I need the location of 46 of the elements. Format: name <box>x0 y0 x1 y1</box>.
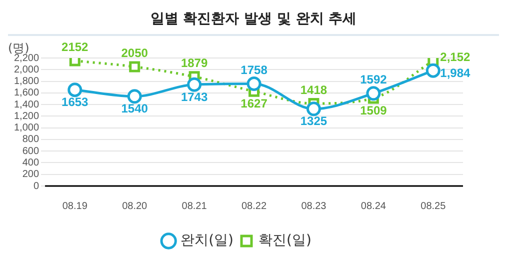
point <box>306 102 321 116</box>
y-tick-label: 800 <box>22 134 40 146</box>
y-tick-label: 1,200 <box>14 110 40 122</box>
y-axis-title: (명) <box>8 40 30 55</box>
x-tick-label: 08.22 <box>241 200 267 212</box>
data-label: 1743 <box>180 90 208 104</box>
point <box>69 58 80 66</box>
data-label: 1,984 <box>440 66 470 80</box>
y-tick-label: 1,400 <box>14 99 40 110</box>
data-label: 2152 <box>62 40 89 54</box>
point <box>426 63 440 78</box>
legend-label: 확진(일) <box>258 232 312 249</box>
point <box>187 77 202 92</box>
data-label: 1540 <box>121 102 148 116</box>
legend-label: 완치(일) <box>180 232 234 249</box>
x-tick-label: 08.24 <box>360 200 386 212</box>
y-tick-label: 1,600 <box>14 88 40 99</box>
point <box>246 76 262 91</box>
data-label: 1627 <box>240 96 268 111</box>
data-label: 1758 <box>240 63 268 78</box>
point <box>366 86 381 101</box>
y-tick-label: 1,800 <box>14 76 40 88</box>
y-tick-label: 200 <box>22 169 40 180</box>
y-tick-label: 600 <box>22 146 40 157</box>
x-tick-label: 08.21 <box>182 200 208 212</box>
data-label: 1592 <box>360 72 388 87</box>
data-label: 1879 <box>180 56 208 70</box>
chart-title: 일별 확진환자 발생 및 완치 추세 <box>8 8 499 36</box>
y-tick-label: 2,200 <box>14 52 40 64</box>
data-label: 2050 <box>121 46 148 60</box>
x-tick-label: 08.19 <box>62 200 88 212</box>
data-label: 1418 <box>300 82 328 97</box>
y-tick-label: 2,000 <box>14 64 40 76</box>
point <box>127 89 142 104</box>
x-tick-label: 08.20 <box>122 200 148 212</box>
y-tick-label: 0 <box>33 180 40 192</box>
point <box>68 82 82 98</box>
data-label: 1509 <box>360 104 388 118</box>
data-label: 1653 <box>62 95 89 110</box>
point <box>129 61 140 72</box>
data-label: 1325 <box>300 114 328 128</box>
x-tick-label: 08.23 <box>301 200 327 212</box>
y-tick-label: 1,000 <box>14 122 40 134</box>
y-tick-label: 400 <box>22 157 40 168</box>
x-tick-label: 08.25 <box>420 200 446 212</box>
data-label: 2,152 <box>440 50 470 64</box>
